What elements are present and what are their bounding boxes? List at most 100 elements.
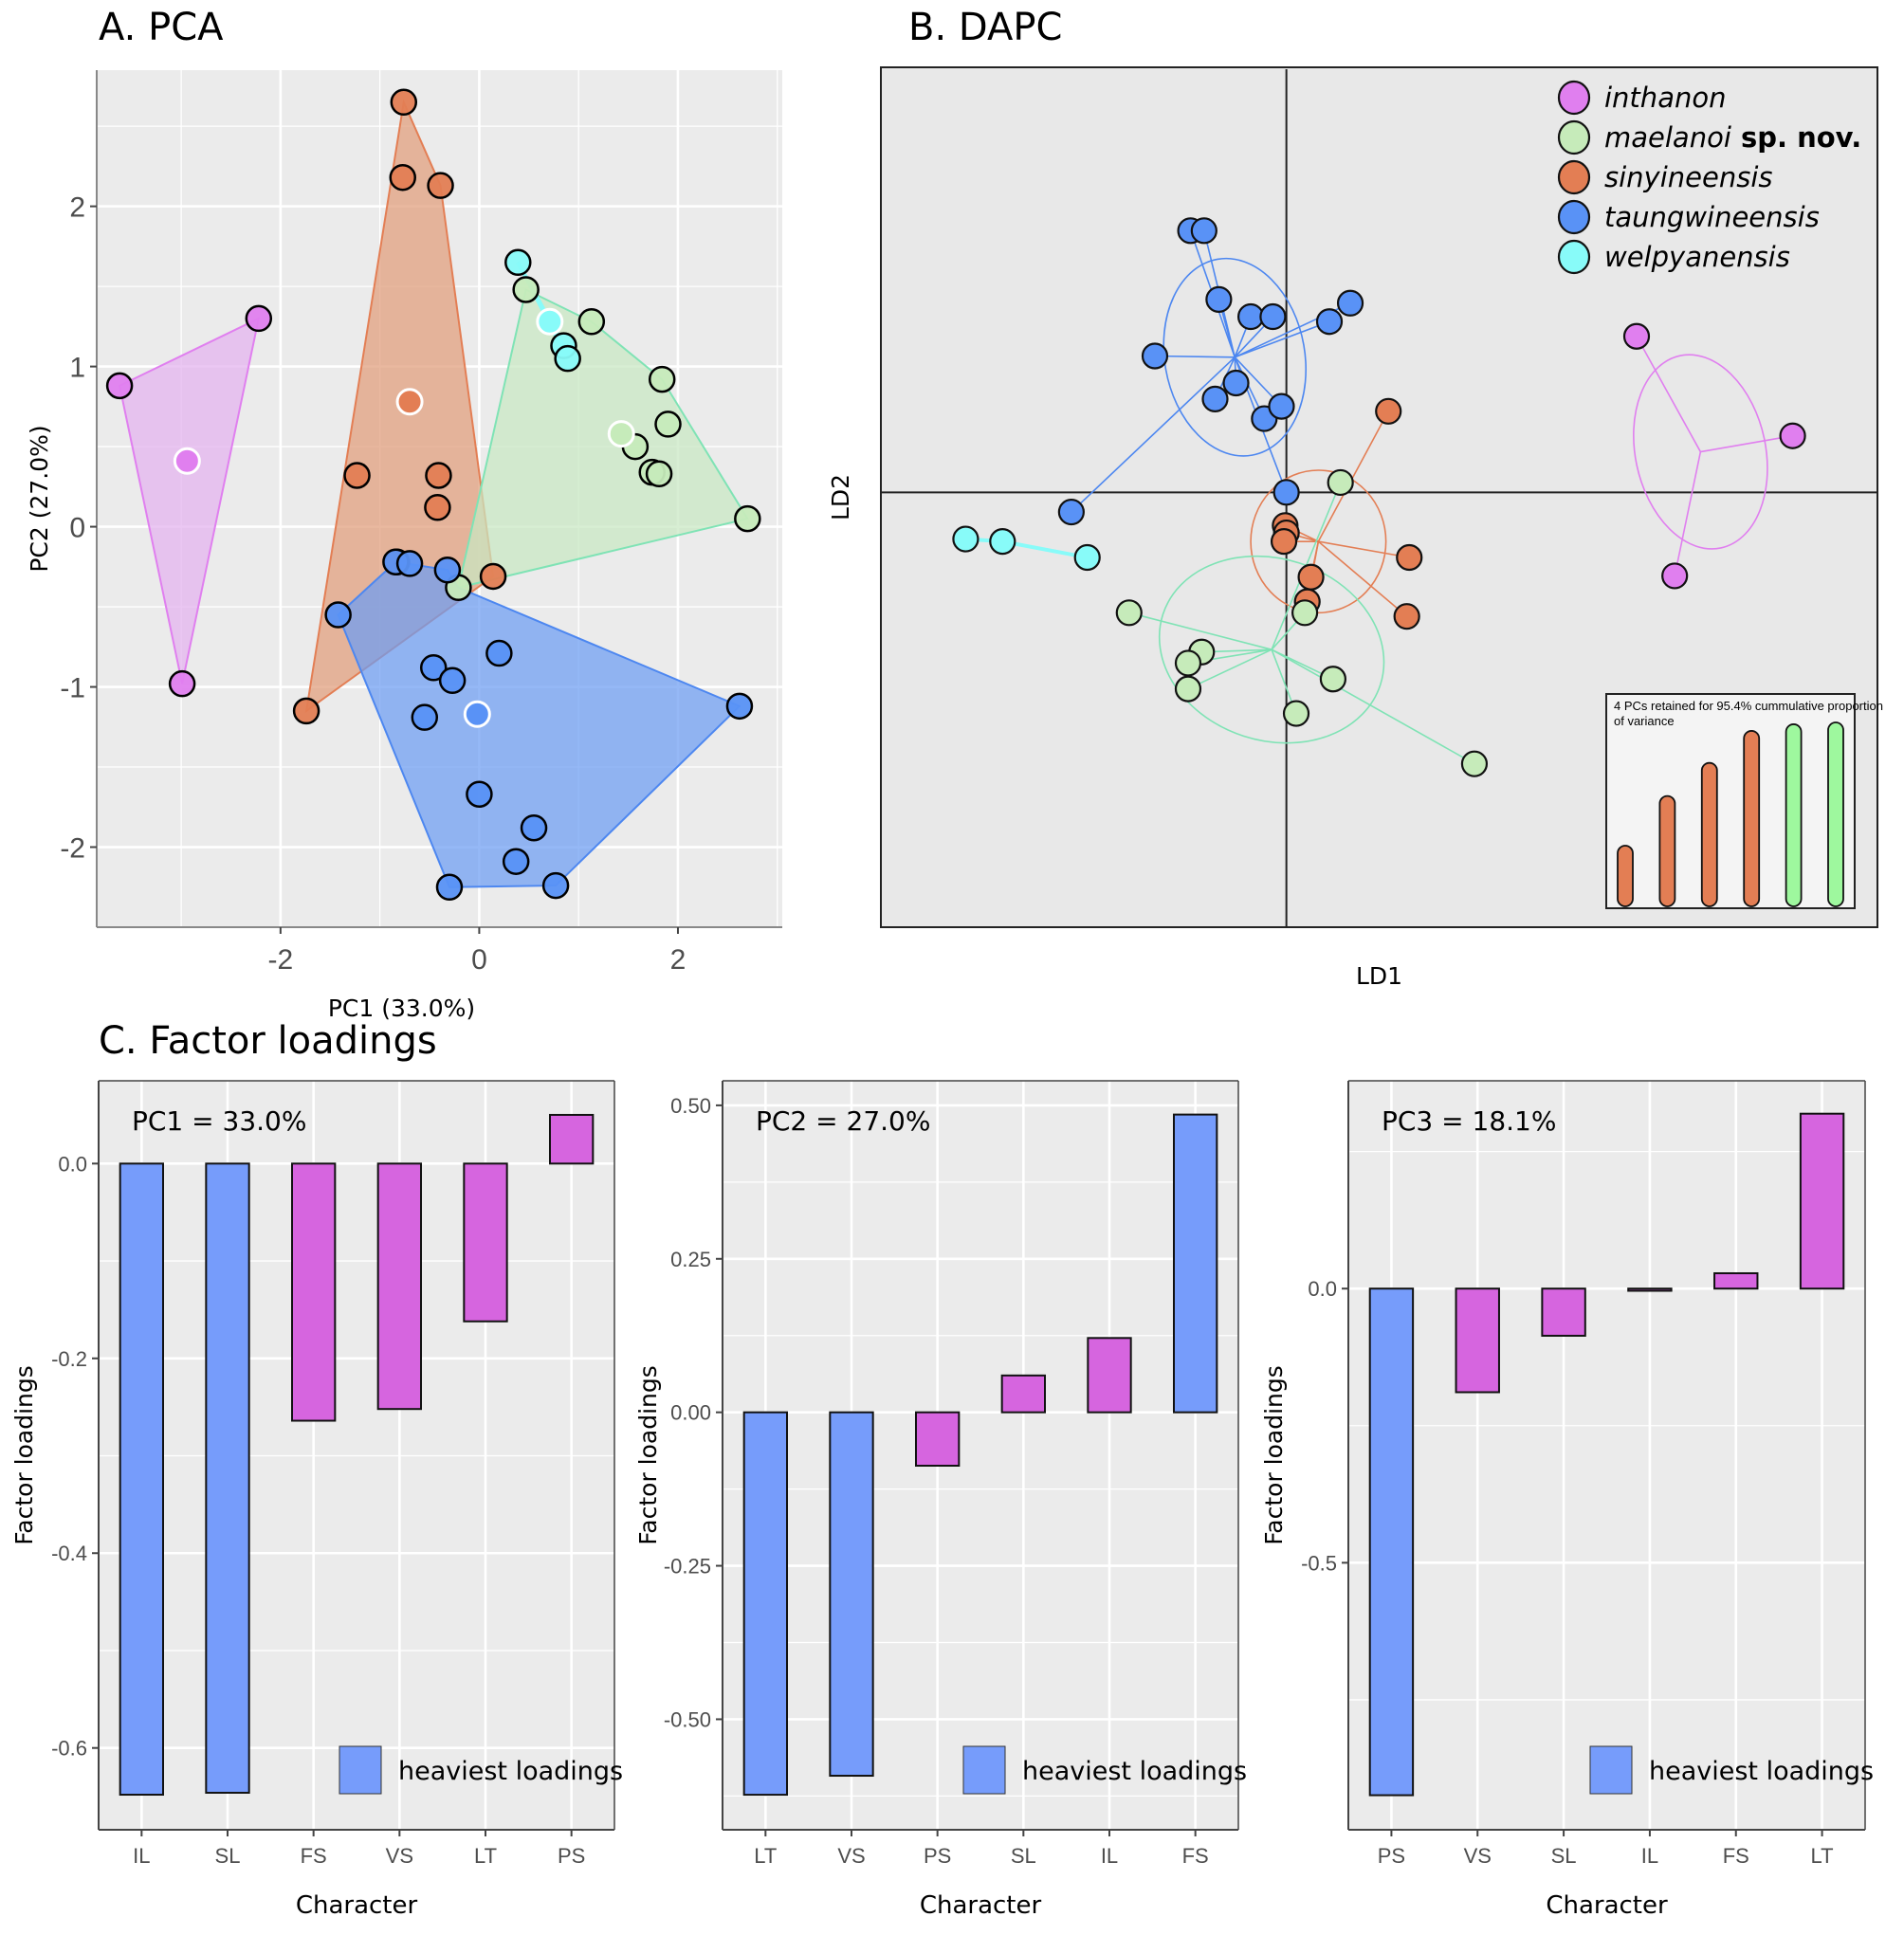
legend-marker-maelanoi bbox=[1557, 119, 1591, 155]
x-axis-title: Character bbox=[1546, 1891, 1668, 1920]
panel-c-title: C. Factor loadings bbox=[99, 1019, 437, 1063]
y-tick-label: -0.4 bbox=[51, 1542, 87, 1565]
y-tick-label: 0 bbox=[69, 513, 85, 544]
inset-text-line2: of variance bbox=[1614, 714, 1675, 728]
bar-SL bbox=[1541, 1287, 1586, 1337]
y-axis-title: LD2 bbox=[827, 474, 854, 520]
data-point-taungwineensis bbox=[1236, 302, 1265, 331]
legend-marker-welpyanensis bbox=[1557, 239, 1591, 275]
y-tick-label: -0.50 bbox=[664, 1707, 711, 1731]
ellipse-taungwineensis bbox=[1163, 257, 1308, 457]
data-point-taungwineensis bbox=[1057, 498, 1085, 526]
x-tick-label: PS bbox=[558, 1844, 585, 1868]
data-point-inthanon bbox=[1779, 422, 1806, 449]
data-point-welpyanensis bbox=[554, 344, 581, 373]
data-point-taungwineensis bbox=[1259, 302, 1287, 331]
data-point-taungwineensis bbox=[433, 556, 462, 584]
y-tick-label: -0.2 bbox=[51, 1347, 87, 1371]
x-tick-label: 2 bbox=[670, 944, 687, 976]
x-tick-label: PS bbox=[924, 1844, 951, 1868]
data-point-welpyanensis bbox=[504, 248, 532, 277]
data-point-taungwineensis bbox=[1272, 479, 1300, 506]
legend-key-heaviest bbox=[339, 1745, 382, 1795]
bar-LT bbox=[463, 1162, 508, 1323]
x-tick-label: PS bbox=[1378, 1844, 1405, 1868]
bar-IL bbox=[1087, 1337, 1132, 1414]
x-axis-title: PC1 (33.0%) bbox=[328, 995, 475, 1022]
data-point-sinyineensis bbox=[343, 462, 371, 489]
y-axis-title: PC2 (27.0%) bbox=[26, 425, 53, 572]
x-tick-label: LT bbox=[474, 1844, 497, 1868]
y-tick-label: 0.50 bbox=[670, 1094, 711, 1118]
y-tick-label: 2 bbox=[69, 192, 85, 224]
bar-PS bbox=[915, 1411, 961, 1468]
data-point-taungwineensis bbox=[1205, 285, 1233, 313]
data-point-taungwineensis bbox=[411, 703, 439, 731]
spoke-inthanon bbox=[1700, 434, 1793, 453]
centroid-inthanon bbox=[173, 447, 201, 475]
spoke-inthanon bbox=[1636, 336, 1702, 452]
bar-VS bbox=[376, 1162, 422, 1411]
data-point-maelanoi bbox=[577, 308, 606, 336]
panel-b-title: B. DAPC bbox=[908, 6, 1063, 49]
data-point-taungwineensis bbox=[725, 692, 754, 721]
spoke-taungwineensis bbox=[1234, 320, 1330, 358]
data-point-taungwineensis bbox=[520, 813, 548, 842]
ellipse-inthanon bbox=[1633, 354, 1768, 550]
spoke-sinyineensis bbox=[1317, 540, 1408, 617]
data-point-taungwineensis bbox=[1141, 342, 1169, 370]
data-point-maelanoi bbox=[512, 276, 540, 303]
data-point-taungwineensis bbox=[541, 871, 570, 900]
data-point-welpyanensis bbox=[952, 525, 979, 553]
spoke-maelanoi bbox=[1128, 612, 1272, 650]
pc2-loadings-plot: 0.50 0.25 0.00 -0.25 -0.50 LT VS PS SL IL FS PC2 = … bbox=[634, 1080, 1247, 1920]
y-tick-label: 0.0 bbox=[1308, 1277, 1337, 1301]
legend-marker-inthanon bbox=[1557, 80, 1591, 116]
legend-key-heaviest bbox=[962, 1745, 1006, 1795]
y-tick-label: -1 bbox=[60, 673, 85, 704]
bar-PS bbox=[1368, 1287, 1415, 1797]
bar-FS bbox=[291, 1162, 337, 1422]
x-axis-title: Character bbox=[920, 1891, 1042, 1920]
spoke-sinyineensis bbox=[1317, 411, 1389, 542]
data-point-taungwineensis bbox=[485, 639, 513, 667]
spoke-sinyineensis bbox=[1318, 540, 1410, 558]
y-tick-label: -0.6 bbox=[51, 1737, 87, 1761]
data-point-taungwineensis bbox=[324, 601, 352, 629]
bar-FS bbox=[1173, 1113, 1218, 1414]
x-tick-label: SL bbox=[215, 1844, 241, 1868]
x-tick-label: -2 bbox=[268, 944, 294, 976]
y-tick-label: 0.00 bbox=[670, 1401, 711, 1425]
bar-PS bbox=[549, 1113, 595, 1165]
panel-a-title: A. PCA bbox=[99, 6, 224, 49]
data-point-inthanon bbox=[168, 669, 196, 698]
data-point-taungwineensis bbox=[1268, 392, 1295, 420]
x-tick-label: FS bbox=[301, 1844, 327, 1868]
dapc-plot: LD1 LD2 inthanon maelanoi sp. nov. sinyineen… bbox=[827, 66, 1883, 990]
x-tick-label: SL bbox=[1011, 1844, 1036, 1868]
spoke-taungwineensis bbox=[1071, 356, 1236, 513]
y-axis-title: Factor loadings bbox=[634, 1365, 662, 1545]
data-point-maelanoi bbox=[654, 411, 682, 438]
data-point-maelanoi bbox=[1319, 666, 1347, 693]
data-point-maelanoi bbox=[1460, 750, 1489, 777]
x-tick-label: LT bbox=[754, 1844, 777, 1868]
data-point-taungwineensis bbox=[435, 873, 464, 902]
x-tick-label: IL bbox=[1101, 1844, 1118, 1868]
legend-label-heaviest: heaviest loadings bbox=[398, 1757, 623, 1786]
legend-label-heaviest: heaviest loadings bbox=[1022, 1757, 1247, 1786]
inset-bar bbox=[1700, 761, 1718, 907]
data-point-taungwineensis bbox=[466, 780, 493, 809]
data-point-maelanoi bbox=[1282, 700, 1310, 727]
inset-bar bbox=[1827, 721, 1844, 907]
plot-background bbox=[723, 1081, 1238, 1830]
plot-background bbox=[1348, 1081, 1865, 1830]
data-point-sinyineensis bbox=[389, 163, 416, 192]
bar-IL bbox=[119, 1162, 164, 1797]
x-tick-label: VS bbox=[386, 1844, 413, 1868]
bar-FS bbox=[1713, 1271, 1759, 1290]
bar-SL bbox=[205, 1162, 250, 1794]
centroid-maelanoi bbox=[607, 420, 635, 448]
data-point-maelanoi bbox=[1174, 649, 1202, 677]
